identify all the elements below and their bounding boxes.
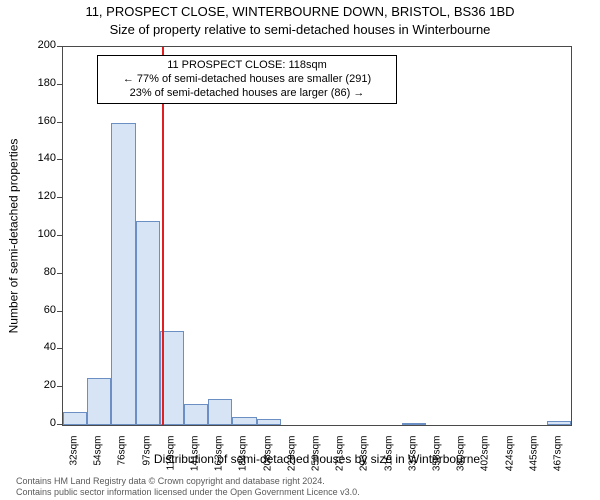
- x-tick-label: 54sqm: [93, 436, 104, 486]
- chart-title-line1: 11, PROSPECT CLOSE, WINTERBOURNE DOWN, B…: [0, 4, 600, 19]
- x-tick-label: 445sqm: [528, 436, 539, 486]
- y-tick-mark: [57, 46, 62, 47]
- x-tick-label: 358sqm: [431, 436, 442, 486]
- histogram-bar: [136, 221, 160, 425]
- y-tick-label: 0: [28, 417, 56, 429]
- x-tick-label: 97sqm: [141, 436, 152, 486]
- y-tick-label: 40: [28, 341, 56, 353]
- y-tick-mark: [57, 386, 62, 387]
- histogram-bar: [547, 421, 571, 425]
- y-tick-mark: [57, 311, 62, 312]
- x-tick-label: 141sqm: [190, 436, 201, 486]
- histogram-bar: [184, 404, 208, 425]
- histogram-bar: [402, 423, 426, 425]
- x-tick-label: 250sqm: [311, 436, 322, 486]
- y-axis-label: Number of semi-detached properties: [6, 46, 20, 426]
- histogram-bar: [63, 412, 87, 425]
- y-tick-mark: [57, 424, 62, 425]
- chart-title-line2: Size of property relative to semi-detach…: [0, 22, 600, 37]
- x-tick-label: 315sqm: [383, 436, 394, 486]
- footer-line2: Contains public sector information licen…: [16, 487, 584, 498]
- y-tick-label: 80: [28, 266, 56, 278]
- x-tick-label: 184sqm: [238, 436, 249, 486]
- x-tick-label: 228sqm: [286, 436, 297, 486]
- x-tick-label: 293sqm: [359, 436, 370, 486]
- x-tick-label: 424sqm: [504, 436, 515, 486]
- x-tick-label: 402sqm: [480, 436, 491, 486]
- x-tick-label: 32sqm: [69, 436, 80, 486]
- y-tick-mark: [57, 197, 62, 198]
- y-tick-label: 180: [28, 77, 56, 89]
- y-tick-label: 140: [28, 152, 56, 164]
- y-tick-mark: [57, 273, 62, 274]
- annotation-line1: 11 PROSPECT CLOSE: 118sqm: [104, 59, 390, 73]
- y-tick-label: 60: [28, 304, 56, 316]
- x-tick-label: 271sqm: [335, 436, 346, 486]
- x-tick-label: 467sqm: [552, 436, 563, 486]
- histogram-bar: [232, 417, 256, 425]
- y-tick-mark: [57, 235, 62, 236]
- y-tick-label: 200: [28, 39, 56, 51]
- x-tick-label: 206sqm: [262, 436, 273, 486]
- x-tick-label: 119sqm: [165, 436, 176, 486]
- annotation-line2: ← 77% of semi-detached houses are smalle…: [104, 73, 390, 87]
- x-tick-label: 337sqm: [407, 436, 418, 486]
- y-tick-mark: [57, 84, 62, 85]
- x-tick-label: 380sqm: [456, 436, 467, 486]
- histogram-bar: [87, 378, 111, 425]
- plot-area: 11 PROSPECT CLOSE: 118sqm← 77% of semi-d…: [62, 46, 572, 426]
- y-tick-label: 100: [28, 228, 56, 240]
- y-tick-label: 160: [28, 115, 56, 127]
- histogram-bar: [257, 419, 281, 425]
- y-tick-label: 20: [28, 379, 56, 391]
- x-tick-label: 163sqm: [214, 436, 225, 486]
- x-tick-label: 76sqm: [117, 436, 128, 486]
- histogram-bar: [111, 123, 135, 425]
- y-tick-mark: [57, 159, 62, 160]
- y-tick-label: 120: [28, 190, 56, 202]
- histogram-bar: [208, 399, 232, 425]
- annotation-line3: 23% of semi-detached houses are larger (…: [104, 87, 390, 101]
- annotation-box: 11 PROSPECT CLOSE: 118sqm← 77% of semi-d…: [97, 55, 397, 104]
- y-tick-mark: [57, 122, 62, 123]
- y-tick-mark: [57, 348, 62, 349]
- chart-container: 11, PROSPECT CLOSE, WINTERBOURNE DOWN, B…: [0, 0, 600, 500]
